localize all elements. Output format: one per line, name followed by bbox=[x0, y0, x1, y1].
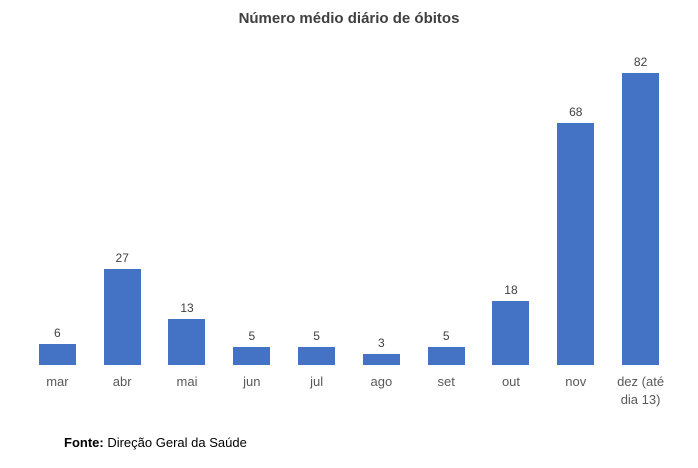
data-label: 5 bbox=[442, 329, 450, 343]
category-axis: mar abr mai jun jul ago set out nov dez (até dia … bbox=[25, 373, 673, 408]
chart-title: Número médio diário de óbitos bbox=[238, 10, 460, 27]
bar bbox=[298, 347, 336, 365]
bar-column: 18 bbox=[479, 48, 544, 365]
category-label: mai bbox=[176, 374, 198, 389]
category-label: jun bbox=[243, 374, 261, 389]
data-label: 68 bbox=[569, 105, 583, 119]
data-label: 18 bbox=[504, 283, 518, 297]
data-label: 82 bbox=[633, 55, 648, 69]
category-label: set bbox=[437, 374, 455, 389]
bar bbox=[38, 344, 76, 365]
source-note: Fonte: Direção Geral da Saúde bbox=[64, 435, 247, 450]
data-label: 6 bbox=[54, 326, 61, 340]
bar-column: 5 bbox=[414, 48, 479, 365]
bar bbox=[103, 269, 141, 365]
bar-column: 13 bbox=[155, 48, 220, 365]
bar-column: 5 bbox=[219, 48, 284, 365]
bar bbox=[168, 319, 206, 365]
bar bbox=[362, 354, 400, 365]
data-label: 3 bbox=[378, 336, 385, 350]
bar bbox=[427, 347, 465, 365]
category-label: dez (até dia 13) bbox=[617, 374, 665, 407]
data-label: 13 bbox=[180, 301, 194, 315]
data-label: 5 bbox=[313, 329, 320, 343]
data-label: 5 bbox=[248, 329, 256, 343]
bar bbox=[233, 347, 271, 365]
category-label: nov bbox=[565, 374, 587, 389]
bar bbox=[492, 301, 530, 365]
category-label: abr bbox=[112, 374, 132, 389]
plot-area: 6 27 13 5 5 3 5 18 68 82 bbox=[25, 48, 673, 365]
bar-column: 82 bbox=[608, 48, 673, 365]
category-label: ago bbox=[370, 374, 393, 389]
source-label: Fonte: bbox=[64, 435, 104, 450]
category-label: out bbox=[501, 374, 521, 389]
bar-column: 6 bbox=[25, 48, 90, 365]
bar bbox=[557, 123, 595, 365]
bar-column: 68 bbox=[543, 48, 608, 365]
bar-column: 5 bbox=[284, 48, 349, 365]
category-label: mar bbox=[46, 374, 69, 389]
bar bbox=[622, 73, 660, 365]
bar-column: 27 bbox=[90, 48, 155, 365]
source-text: Direção Geral da Saúde bbox=[103, 435, 247, 450]
category-label: jul bbox=[310, 374, 324, 389]
bar-column: 3 bbox=[349, 48, 414, 365]
data-label: 27 bbox=[115, 251, 129, 265]
